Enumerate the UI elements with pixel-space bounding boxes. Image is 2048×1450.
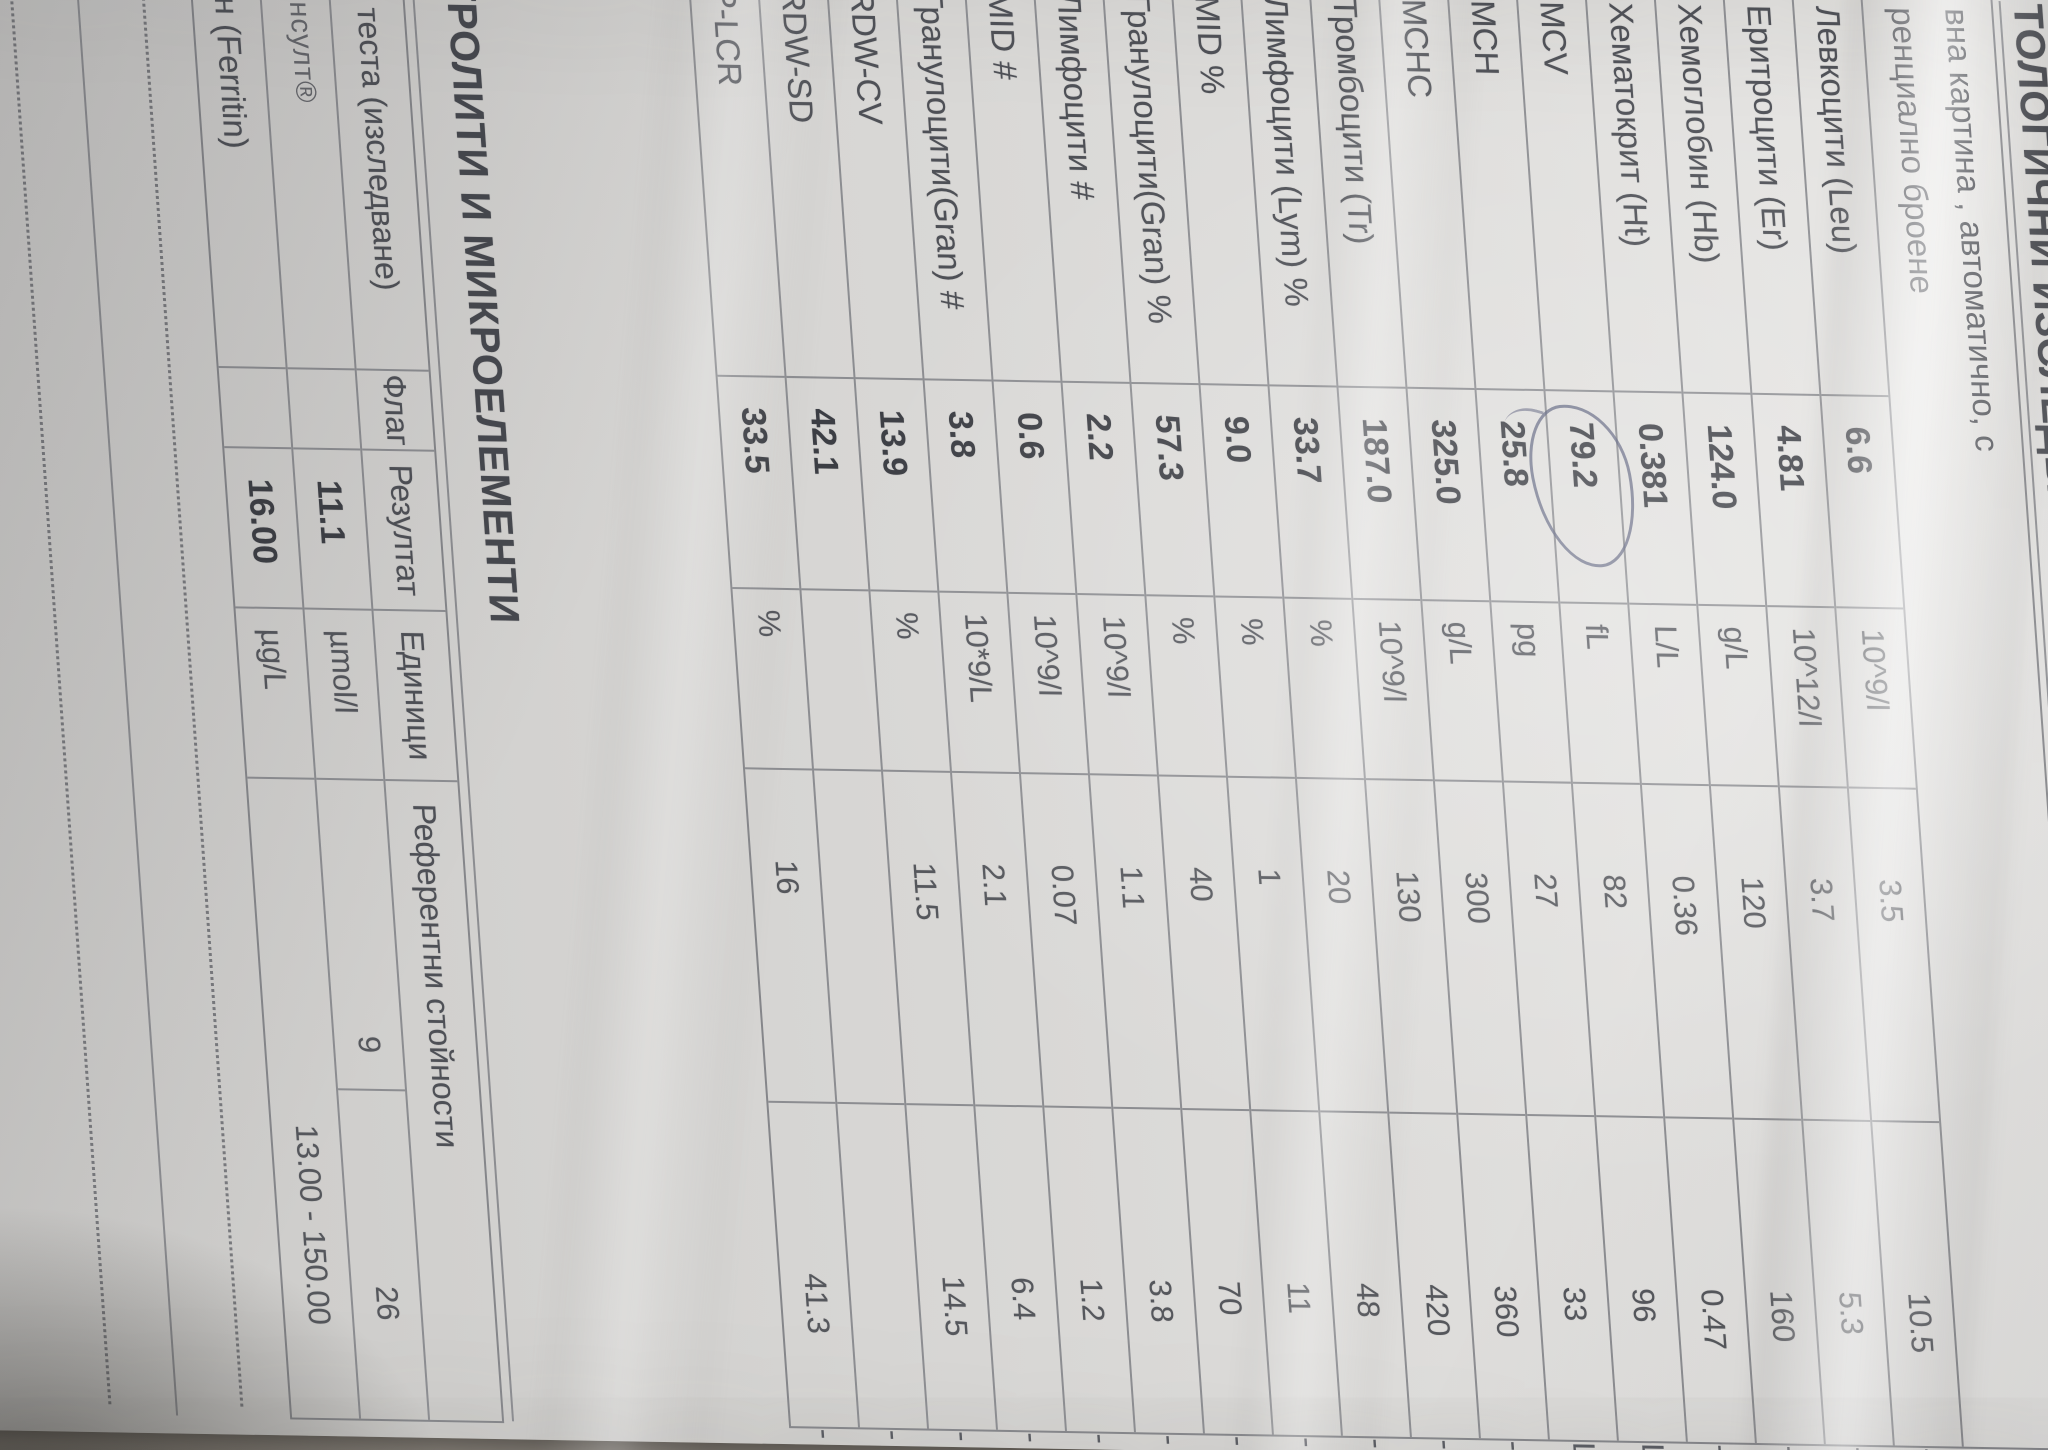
cell-units: %	[1284, 596, 1364, 779]
cell-units: g/L	[1698, 603, 1778, 786]
cell-result: 11.1	[293, 447, 372, 609]
header-units: Единици	[373, 608, 458, 781]
hematology-rows: Левкоцити (Leu)6.610^9/l3.510.5-Еритроци…	[689, 0, 1962, 1450]
flag-mark: -	[1221, 1435, 1257, 1447]
flag-mark: -	[1083, 1433, 1119, 1445]
cell-result: 16.00	[224, 446, 303, 608]
cell-units: %	[870, 589, 950, 771]
flag-mark: -	[1704, 1444, 1740, 1450]
cell-units: µmol/l	[304, 607, 384, 779]
flag-mark: L	[1634, 1443, 1671, 1450]
cell-units: 10*9/L	[939, 590, 1019, 773]
cell-units: L/L	[1629, 602, 1709, 785]
cell-units: 10^9/l	[1836, 606, 1916, 788]
flag-mark: -	[1152, 1434, 1188, 1446]
header-result: Резултат	[362, 448, 446, 611]
cell-units: %	[1146, 594, 1226, 776]
cell-units: 10^9/l	[1008, 591, 1088, 774]
cell-units: µg/L	[235, 606, 315, 778]
signature-dotted-line-2	[8, 0, 112, 1405]
flag-mark: -	[1014, 1432, 1050, 1444]
cell-units: %	[1215, 595, 1295, 777]
flag-mark: -	[1841, 1447, 1878, 1450]
flag-mark: L	[1565, 1442, 1602, 1450]
flag-mark: -	[945, 1430, 981, 1442]
rule-line	[74, 0, 179, 1416]
hematology-table: вна картина , автоматично, с ренциално б…	[687, 0, 2048, 1450]
flag-mark: -	[1428, 1439, 1464, 1450]
flag-mark: -	[807, 1428, 843, 1440]
flag-mark: -	[1497, 1440, 1533, 1450]
cell-flag	[218, 366, 292, 448]
cell-units: 10^9/l	[1353, 597, 1433, 780]
flag-mark: -	[1772, 1445, 1809, 1450]
cell-units: 10^12/l	[1767, 605, 1847, 787]
cell-flag	[287, 367, 361, 449]
cell-units: fL	[1560, 601, 1640, 783]
cell-units: %	[732, 587, 812, 769]
flag-mark: -	[1290, 1436, 1326, 1448]
cell-units: g/L	[1422, 599, 1502, 781]
cell-units: 10^9/l	[1077, 593, 1157, 775]
flag-mark: -	[876, 1429, 912, 1441]
cell-units	[801, 588, 881, 770]
cell-units: pg	[1491, 600, 1571, 782]
flag-mark: -	[1359, 1438, 1395, 1450]
header-flag: Флаг	[356, 368, 435, 450]
